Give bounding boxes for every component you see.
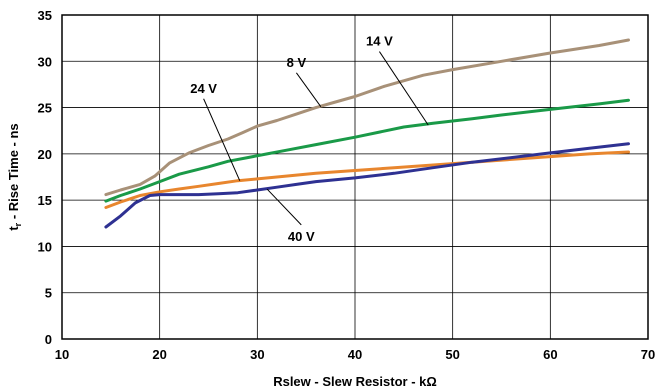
y-tick-label: 25 [38, 101, 52, 116]
series-line-14v [104, 98, 630, 203]
plot-frame [61, 14, 649, 340]
x-axis-ticks: 10 20 30 40 50 60 70 [55, 347, 655, 362]
x-tick-label: 60 [543, 347, 557, 362]
y-axis-label: tr - Rise Time - ns [6, 123, 23, 230]
y-tick-label: 30 [38, 54, 52, 69]
series-lines [104, 38, 630, 229]
annotation-leader [266, 188, 302, 226]
series-line-8v [104, 38, 630, 197]
y-axis-label-symbol: t [6, 226, 21, 231]
y-axis-ticks: 0 5 10 15 20 25 30 35 [38, 8, 52, 347]
x-tick-label: 40 [348, 347, 362, 362]
series-label: 40 V [288, 229, 315, 244]
x-tick-label: 70 [641, 347, 655, 362]
annotation-leader [379, 51, 429, 126]
y-tick-label: 5 [45, 286, 52, 301]
annotation-leader [295, 72, 322, 107]
x-tick-label: 50 [445, 347, 459, 362]
y-tick-label: 0 [45, 332, 52, 347]
series-label: 24 V [190, 81, 217, 96]
series-label: 8 V [287, 55, 307, 70]
x-axis-label: Rslew - Slew Resistor - kΩ [273, 374, 437, 389]
series-line-40v [104, 142, 630, 229]
y-tick-label: 20 [38, 147, 52, 162]
annotation-leader [203, 98, 241, 181]
x-tick-label: 30 [250, 347, 264, 362]
y-tick-label: 35 [38, 8, 52, 23]
y-tick-label: 10 [38, 239, 52, 254]
y-axis-label-text: - Rise Time - ns [6, 123, 21, 222]
series-annotations: 8 V 14 V 24 V 40 V [190, 34, 429, 244]
x-tick-label: 10 [55, 347, 69, 362]
y-axis-label-subscript: r [13, 222, 23, 226]
x-tick-label: 20 [152, 347, 166, 362]
series-label: 14 V [366, 34, 393, 49]
y-tick-label: 15 [38, 193, 52, 208]
